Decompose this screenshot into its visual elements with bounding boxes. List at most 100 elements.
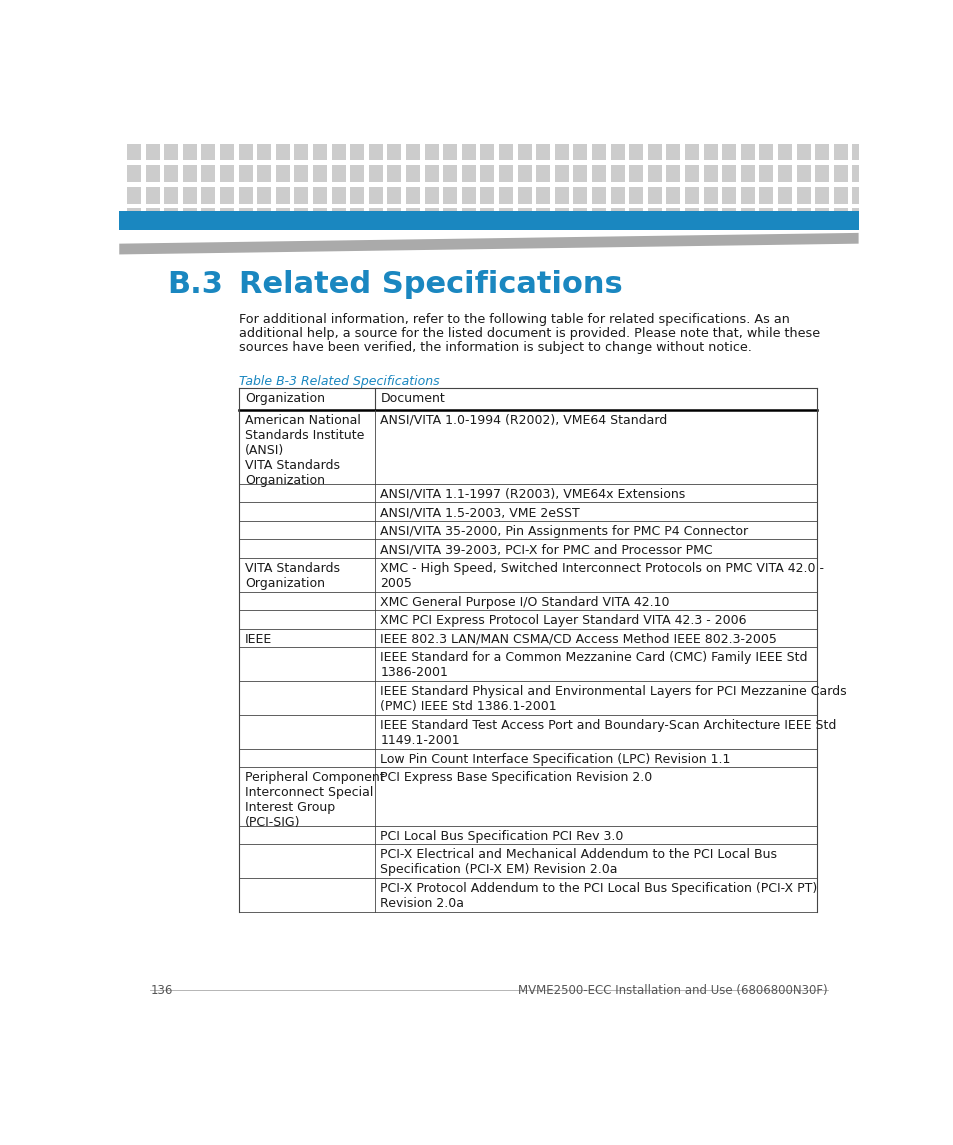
FancyBboxPatch shape bbox=[517, 143, 531, 160]
FancyBboxPatch shape bbox=[721, 187, 736, 204]
FancyBboxPatch shape bbox=[183, 187, 196, 204]
FancyBboxPatch shape bbox=[257, 143, 271, 160]
FancyBboxPatch shape bbox=[387, 165, 401, 182]
FancyBboxPatch shape bbox=[480, 165, 494, 182]
Text: ANSI/VITA 1.1-1997 (R2003), VME64x Extensions: ANSI/VITA 1.1-1997 (R2003), VME64x Exten… bbox=[380, 488, 685, 500]
Text: PCI Local Bus Specification PCI Rev 3.0: PCI Local Bus Specification PCI Rev 3.0 bbox=[380, 830, 623, 843]
FancyBboxPatch shape bbox=[146, 187, 159, 204]
FancyBboxPatch shape bbox=[332, 208, 345, 226]
FancyBboxPatch shape bbox=[721, 208, 736, 226]
FancyBboxPatch shape bbox=[238, 208, 253, 226]
FancyBboxPatch shape bbox=[833, 208, 847, 226]
FancyBboxPatch shape bbox=[740, 143, 754, 160]
FancyBboxPatch shape bbox=[350, 187, 364, 204]
FancyBboxPatch shape bbox=[536, 208, 550, 226]
Text: IEEE Standard for a Common Mezzanine Card (CMC) Family IEEE Std
1386-2001: IEEE Standard for a Common Mezzanine Car… bbox=[380, 652, 807, 679]
Text: MVME2500-ECC Installation and Use (6806800N30F): MVME2500-ECC Installation and Use (68068… bbox=[517, 985, 827, 997]
FancyBboxPatch shape bbox=[294, 143, 308, 160]
FancyBboxPatch shape bbox=[350, 165, 364, 182]
FancyBboxPatch shape bbox=[517, 187, 531, 204]
FancyBboxPatch shape bbox=[239, 388, 816, 410]
FancyBboxPatch shape bbox=[684, 187, 699, 204]
FancyBboxPatch shape bbox=[536, 187, 550, 204]
FancyBboxPatch shape bbox=[666, 143, 679, 160]
FancyBboxPatch shape bbox=[480, 187, 494, 204]
Text: PCI-X Protocol Addendum to the PCI Local Bus Specification (PCI-X PT)
Revision 2: PCI-X Protocol Addendum to the PCI Local… bbox=[380, 882, 817, 910]
FancyBboxPatch shape bbox=[592, 208, 605, 226]
FancyBboxPatch shape bbox=[424, 187, 438, 204]
FancyBboxPatch shape bbox=[239, 826, 816, 844]
FancyBboxPatch shape bbox=[238, 187, 253, 204]
FancyBboxPatch shape bbox=[406, 187, 419, 204]
FancyBboxPatch shape bbox=[759, 187, 773, 204]
Text: additional help, a source for the listed document is provided. Please note that,: additional help, a source for the listed… bbox=[239, 326, 820, 340]
FancyBboxPatch shape bbox=[183, 165, 196, 182]
Text: XMC General Purpose I/O Standard VITA 42.10: XMC General Purpose I/O Standard VITA 42… bbox=[380, 595, 669, 608]
FancyBboxPatch shape bbox=[201, 187, 215, 204]
FancyBboxPatch shape bbox=[294, 208, 308, 226]
FancyBboxPatch shape bbox=[944, 165, 953, 182]
FancyBboxPatch shape bbox=[610, 143, 624, 160]
FancyBboxPatch shape bbox=[406, 143, 419, 160]
FancyBboxPatch shape bbox=[201, 165, 215, 182]
FancyBboxPatch shape bbox=[238, 143, 253, 160]
FancyBboxPatch shape bbox=[239, 503, 816, 521]
FancyBboxPatch shape bbox=[387, 208, 401, 226]
FancyBboxPatch shape bbox=[239, 714, 816, 749]
FancyBboxPatch shape bbox=[313, 143, 327, 160]
FancyBboxPatch shape bbox=[517, 208, 531, 226]
FancyBboxPatch shape bbox=[870, 208, 884, 226]
FancyBboxPatch shape bbox=[610, 187, 624, 204]
Text: PCI Express Base Specification Revision 2.0: PCI Express Base Specification Revision … bbox=[380, 771, 652, 784]
FancyBboxPatch shape bbox=[536, 165, 550, 182]
FancyBboxPatch shape bbox=[332, 143, 345, 160]
FancyBboxPatch shape bbox=[238, 165, 253, 182]
FancyBboxPatch shape bbox=[907, 143, 922, 160]
FancyBboxPatch shape bbox=[443, 208, 456, 226]
FancyBboxPatch shape bbox=[369, 208, 382, 226]
FancyBboxPatch shape bbox=[759, 143, 773, 160]
FancyBboxPatch shape bbox=[815, 187, 828, 204]
FancyBboxPatch shape bbox=[870, 165, 884, 182]
FancyBboxPatch shape bbox=[239, 749, 816, 767]
FancyBboxPatch shape bbox=[313, 187, 327, 204]
Text: IEEE Standard Physical and Environmental Layers for PCI Mezzanine Cards
(PMC) IE: IEEE Standard Physical and Environmental… bbox=[380, 685, 846, 713]
FancyBboxPatch shape bbox=[721, 143, 736, 160]
Text: Related Specifications: Related Specifications bbox=[239, 270, 622, 299]
FancyBboxPatch shape bbox=[183, 208, 196, 226]
Text: IEEE Standard Test Access Port and Boundary-Scan Architecture IEEE Std
1149.1-20: IEEE Standard Test Access Port and Bound… bbox=[380, 719, 836, 747]
FancyBboxPatch shape bbox=[610, 208, 624, 226]
FancyBboxPatch shape bbox=[220, 165, 233, 182]
FancyBboxPatch shape bbox=[815, 165, 828, 182]
FancyBboxPatch shape bbox=[833, 187, 847, 204]
Text: Organization: Organization bbox=[245, 393, 324, 405]
FancyBboxPatch shape bbox=[406, 208, 419, 226]
FancyBboxPatch shape bbox=[703, 187, 717, 204]
FancyBboxPatch shape bbox=[907, 165, 922, 182]
FancyBboxPatch shape bbox=[925, 143, 940, 160]
FancyBboxPatch shape bbox=[164, 165, 178, 182]
FancyBboxPatch shape bbox=[555, 208, 568, 226]
FancyBboxPatch shape bbox=[275, 165, 290, 182]
Text: XMC - High Speed, Switched Interconnect Protocols on PMC VITA 42.0 -
2005: XMC - High Speed, Switched Interconnect … bbox=[380, 562, 823, 590]
FancyBboxPatch shape bbox=[684, 208, 699, 226]
FancyBboxPatch shape bbox=[592, 165, 605, 182]
FancyBboxPatch shape bbox=[740, 187, 754, 204]
FancyBboxPatch shape bbox=[350, 208, 364, 226]
FancyBboxPatch shape bbox=[220, 187, 233, 204]
Text: Peripheral Component
Interconnect Special
Interest Group
(PCI-SIG): Peripheral Component Interconnect Specia… bbox=[245, 771, 384, 829]
FancyBboxPatch shape bbox=[257, 165, 271, 182]
FancyBboxPatch shape bbox=[888, 208, 902, 226]
FancyBboxPatch shape bbox=[220, 208, 233, 226]
Text: ANSI/VITA 39-2003, PCI-X for PMC and Processor PMC: ANSI/VITA 39-2003, PCI-X for PMC and Pro… bbox=[380, 543, 712, 556]
FancyBboxPatch shape bbox=[146, 208, 159, 226]
Text: B.3: B.3 bbox=[167, 270, 223, 299]
FancyBboxPatch shape bbox=[536, 143, 550, 160]
FancyBboxPatch shape bbox=[461, 208, 476, 226]
FancyBboxPatch shape bbox=[907, 187, 922, 204]
FancyBboxPatch shape bbox=[275, 187, 290, 204]
FancyBboxPatch shape bbox=[239, 484, 816, 503]
FancyBboxPatch shape bbox=[629, 208, 642, 226]
Text: ANSI/VITA 35-2000, Pin Assignments for PMC P4 Connector: ANSI/VITA 35-2000, Pin Assignments for P… bbox=[380, 524, 748, 538]
FancyBboxPatch shape bbox=[684, 143, 699, 160]
